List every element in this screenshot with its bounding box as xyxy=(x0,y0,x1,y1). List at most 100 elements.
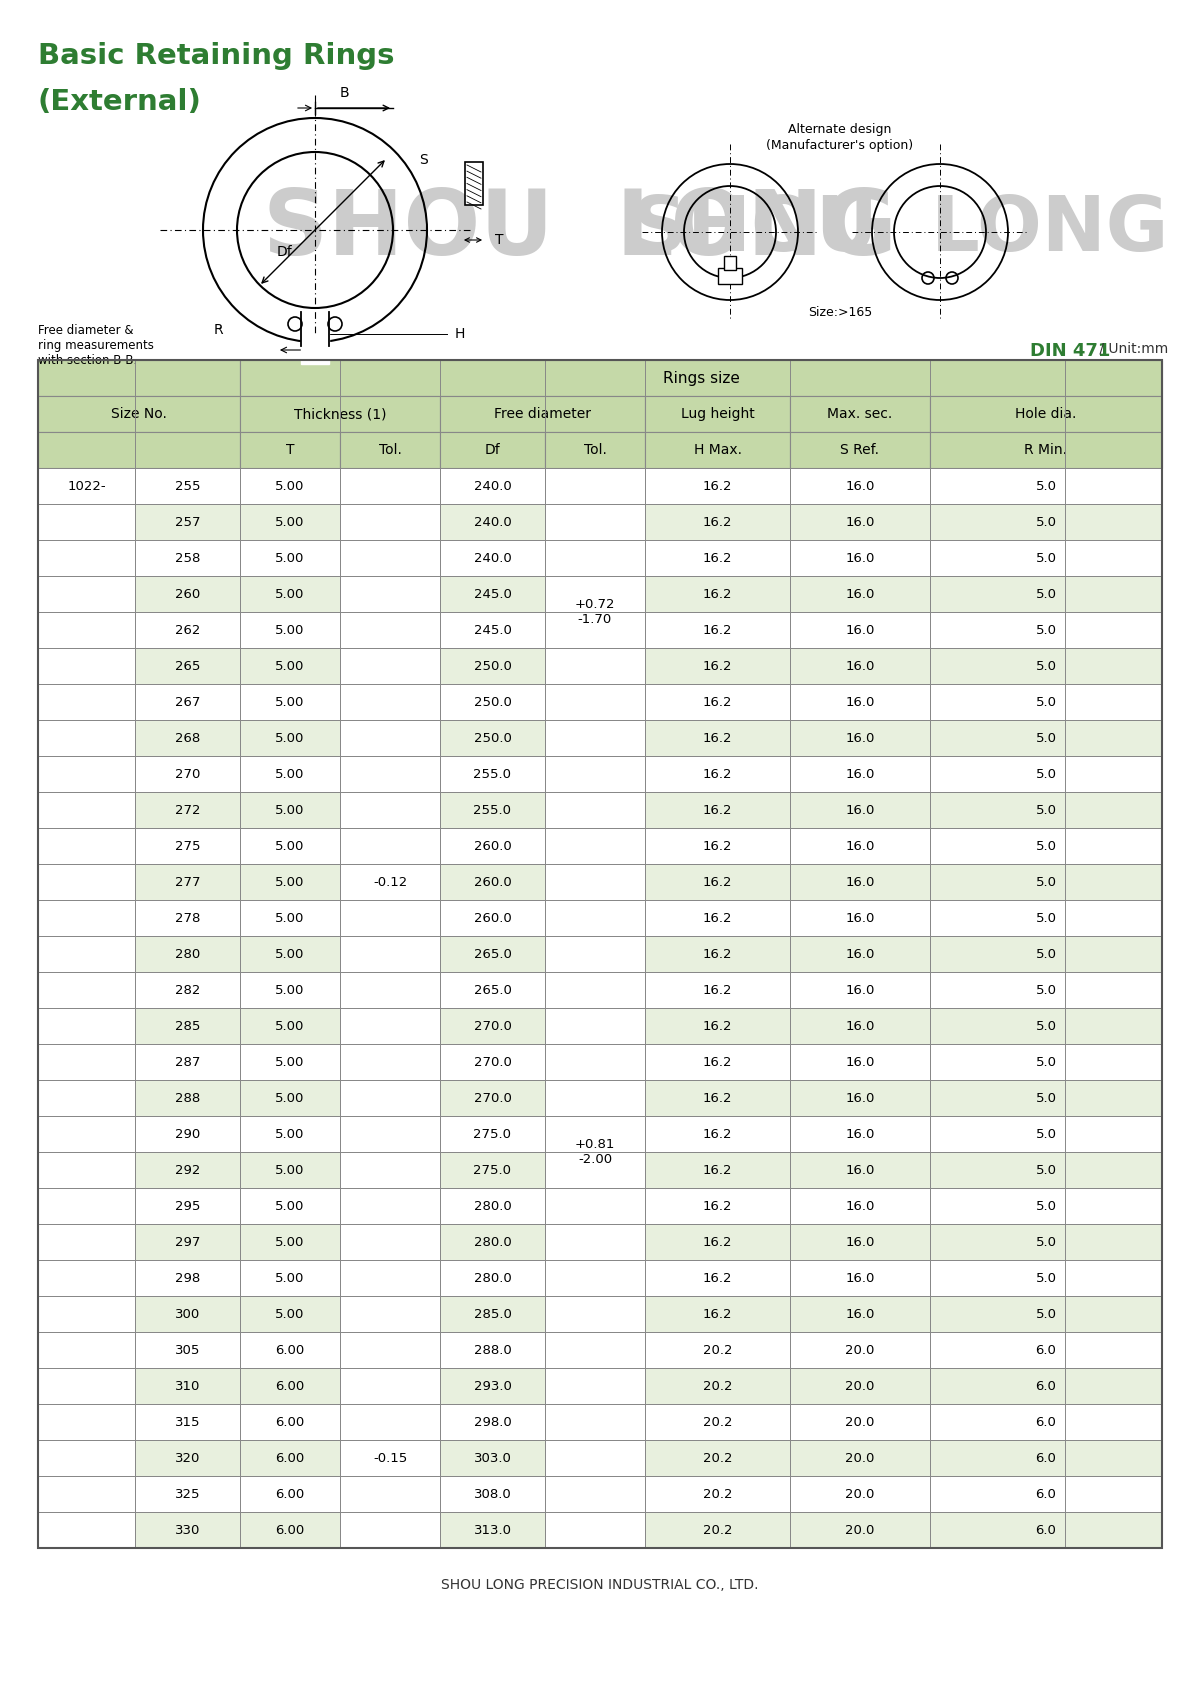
Text: 280.0: 280.0 xyxy=(474,1235,511,1249)
Text: 298: 298 xyxy=(175,1271,200,1285)
Bar xyxy=(545,575,646,613)
Bar xyxy=(134,1332,240,1368)
Text: 20.0: 20.0 xyxy=(845,1524,875,1536)
Bar xyxy=(38,1368,134,1403)
Bar xyxy=(340,792,440,828)
Text: 303.0: 303.0 xyxy=(474,1451,511,1465)
Bar xyxy=(240,540,340,575)
Text: 240.0: 240.0 xyxy=(474,552,511,565)
Bar xyxy=(646,613,790,648)
Text: 5.00: 5.00 xyxy=(275,1020,305,1032)
Bar xyxy=(545,1512,646,1548)
Bar xyxy=(646,755,790,792)
Bar xyxy=(38,755,134,792)
Text: 16.0: 16.0 xyxy=(845,696,875,709)
Bar xyxy=(646,899,790,937)
Bar xyxy=(340,1512,440,1548)
Bar xyxy=(790,1476,930,1512)
Bar xyxy=(930,755,1162,792)
Text: 320: 320 xyxy=(175,1451,200,1465)
Text: 16.2: 16.2 xyxy=(703,1307,732,1320)
Bar xyxy=(440,433,545,468)
Text: 5.00: 5.00 xyxy=(275,840,305,852)
Bar xyxy=(340,1403,440,1441)
Bar xyxy=(440,937,545,972)
Text: 275: 275 xyxy=(175,840,200,852)
Bar xyxy=(646,1079,790,1117)
Bar xyxy=(301,334,329,363)
Bar xyxy=(38,972,134,1008)
Text: 16.2: 16.2 xyxy=(703,1164,732,1176)
Bar xyxy=(646,828,790,864)
Text: 265.0: 265.0 xyxy=(474,984,511,996)
Bar xyxy=(545,540,646,575)
Bar xyxy=(545,899,646,937)
Bar xyxy=(545,1117,646,1152)
Bar xyxy=(790,828,930,864)
Bar xyxy=(930,1259,1162,1297)
Text: 288: 288 xyxy=(175,1091,200,1105)
Text: 270.0: 270.0 xyxy=(474,1091,511,1105)
Bar xyxy=(545,1368,646,1403)
Text: 16.2: 16.2 xyxy=(703,516,732,528)
Text: 330: 330 xyxy=(175,1524,200,1536)
Bar xyxy=(38,1259,134,1297)
Text: 6.00: 6.00 xyxy=(275,1451,305,1465)
Bar xyxy=(134,468,240,504)
Bar xyxy=(240,1512,340,1548)
Bar xyxy=(790,395,930,433)
Bar xyxy=(646,1117,790,1152)
Text: 268: 268 xyxy=(175,731,200,745)
Bar xyxy=(646,1152,790,1188)
Bar xyxy=(240,575,340,613)
Bar xyxy=(134,972,240,1008)
Text: 315: 315 xyxy=(175,1415,200,1429)
Bar xyxy=(340,1117,440,1152)
Bar xyxy=(340,1259,440,1297)
Bar xyxy=(340,864,440,899)
Text: SHOU  LONG: SHOU LONG xyxy=(263,187,896,273)
Text: 5.0: 5.0 xyxy=(1036,1091,1056,1105)
Text: 5.0: 5.0 xyxy=(1036,1200,1056,1212)
Bar xyxy=(340,1441,440,1476)
Bar xyxy=(240,468,340,504)
Text: 5.0: 5.0 xyxy=(1036,623,1056,636)
Bar xyxy=(930,828,1162,864)
Bar xyxy=(38,1044,134,1079)
Text: 262: 262 xyxy=(175,623,200,636)
Text: 5.00: 5.00 xyxy=(275,587,305,601)
Text: 5.0: 5.0 xyxy=(1036,1307,1056,1320)
Text: Rings size: Rings size xyxy=(662,370,739,385)
Bar xyxy=(545,1297,646,1332)
Bar xyxy=(340,540,440,575)
Text: 5.00: 5.00 xyxy=(275,876,305,889)
Bar xyxy=(545,1008,646,1044)
Bar xyxy=(930,433,1162,468)
Bar xyxy=(38,575,134,613)
Bar xyxy=(930,1476,1162,1512)
Bar xyxy=(646,1008,790,1044)
Bar xyxy=(790,1368,930,1403)
Text: 300: 300 xyxy=(175,1307,200,1320)
Bar xyxy=(930,1297,1162,1332)
Bar xyxy=(930,1332,1162,1368)
Text: 275.0: 275.0 xyxy=(474,1164,511,1176)
Bar xyxy=(340,684,440,720)
Bar xyxy=(545,1224,646,1259)
Bar xyxy=(440,504,545,540)
Text: 1022-: 1022- xyxy=(67,480,106,492)
Text: 20.2: 20.2 xyxy=(703,1451,732,1465)
Text: 16.2: 16.2 xyxy=(703,767,732,781)
Text: 20.0: 20.0 xyxy=(845,1415,875,1429)
Text: 5.0: 5.0 xyxy=(1036,731,1056,745)
Text: 16.0: 16.0 xyxy=(845,947,875,961)
Text: 5.00: 5.00 xyxy=(275,803,305,816)
Bar xyxy=(440,648,545,684)
Bar xyxy=(240,1079,340,1117)
Text: 16.2: 16.2 xyxy=(703,803,732,816)
Bar xyxy=(646,1403,790,1441)
Bar xyxy=(38,648,134,684)
Bar xyxy=(38,1297,134,1332)
Bar xyxy=(930,575,1162,613)
Text: 16.0: 16.0 xyxy=(845,1091,875,1105)
